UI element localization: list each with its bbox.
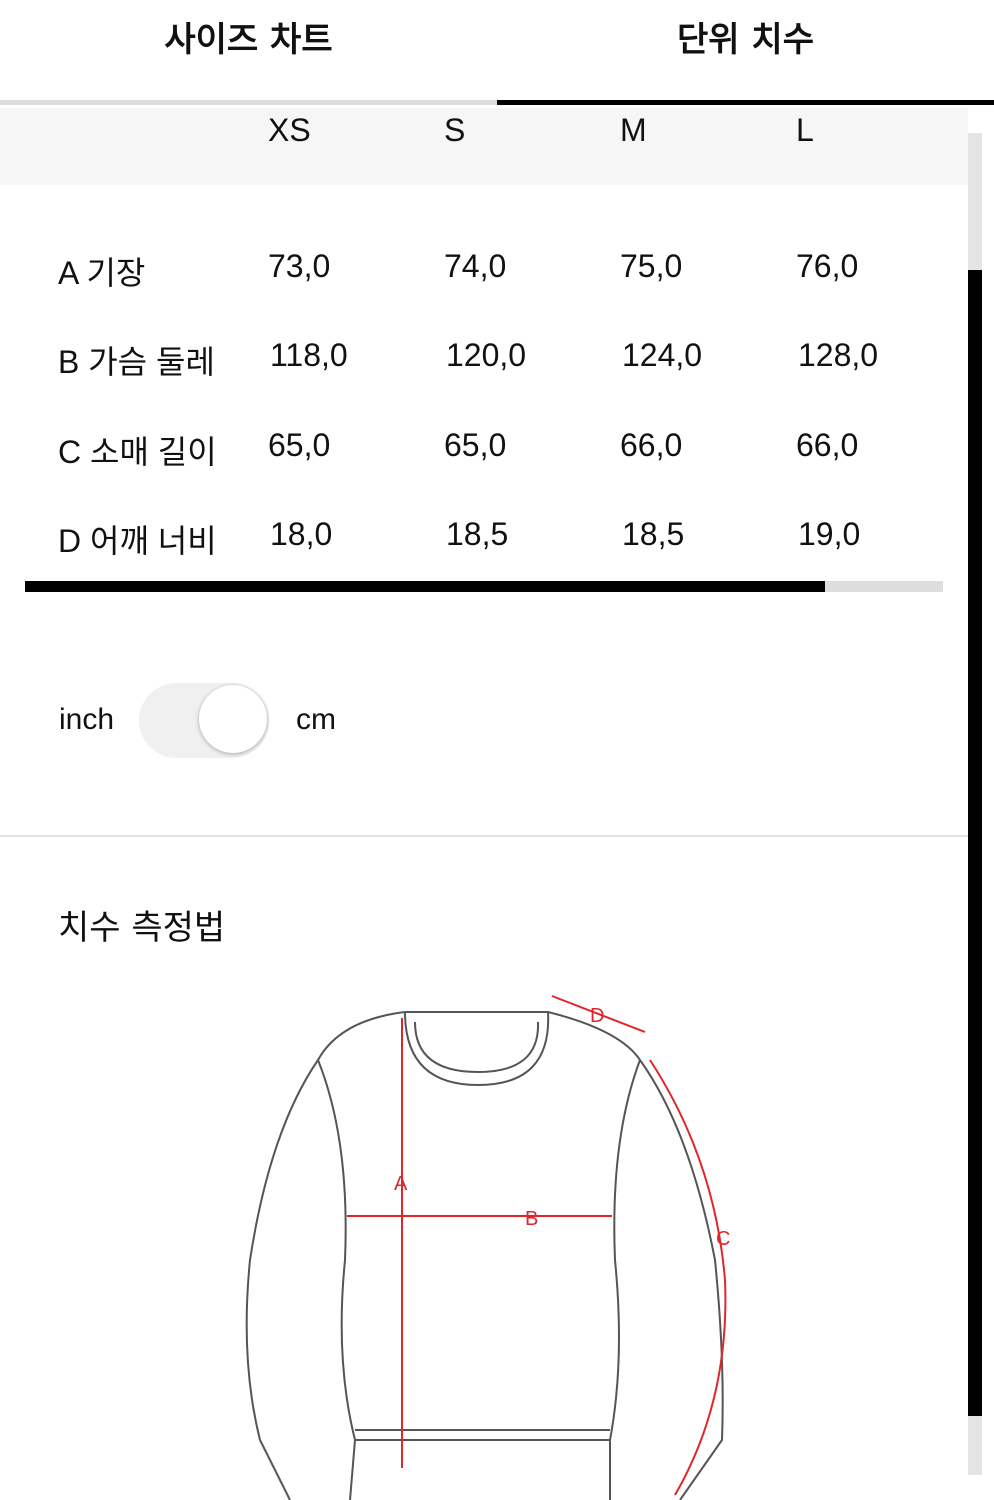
table-cell: 128,0: [798, 337, 879, 373]
measure-guide-title: 치수 측정법: [58, 908, 226, 948]
header-l: L: [796, 112, 814, 148]
toggle-knob[interactable]: [199, 685, 267, 753]
table-cell: 120,0: [446, 337, 527, 373]
label-b: B: [525, 1208, 538, 1230]
label-a: A: [394, 1173, 408, 1195]
sweater-outline: [245, 1011, 724, 1500]
table-cell: 124,0: [622, 337, 703, 373]
header-xs: XS: [268, 112, 311, 148]
row-label: A 기장: [58, 255, 146, 291]
table-cell: 74,0: [444, 248, 507, 284]
measure-line-d: [551, 995, 646, 1033]
table-cell: 118,0: [270, 337, 348, 373]
header-m: M: [620, 112, 647, 148]
label-c: C: [716, 1228, 730, 1250]
table-cell: 18,5: [622, 516, 685, 552]
unit-cm-label: cm: [296, 703, 336, 736]
table-header: [0, 108, 968, 185]
tab-size-chart[interactable]: 사이즈 차트: [0, 0, 497, 105]
table-cell: 75,0: [620, 248, 683, 284]
table-cell: 18,0: [270, 516, 333, 552]
table-cell: 76,0: [796, 248, 859, 284]
table-cell: 18,5: [446, 516, 509, 552]
table-cell: 65,0: [444, 427, 507, 463]
sweater-measurement-diagram: A B C D: [245, 995, 730, 1500]
horizontal-scrollbar-thumb[interactable]: [25, 581, 825, 592]
vertical-scrollbar-thumb[interactable]: [968, 270, 982, 1416]
measure-line-c: [649, 1059, 727, 1496]
table-cell: 73,0: [268, 248, 331, 284]
unit-inch-label: inch: [59, 703, 115, 736]
sweater-collar: [404, 1011, 550, 1087]
table-cell: 65,0: [268, 427, 331, 463]
table-cell: 19,0: [798, 516, 861, 552]
tab-unit-measurements[interactable]: 단위 치수: [497, 0, 994, 105]
row-label: C 소매 길이: [58, 434, 217, 470]
header-s: S: [444, 112, 466, 148]
row-label: D 어깨 너비: [58, 523, 217, 559]
divider: [0, 835, 968, 837]
row-label: B 가슴 둘레: [58, 344, 215, 380]
table-cell: 66,0: [796, 427, 859, 463]
table-cell: 66,0: [620, 427, 683, 463]
label-d: D: [590, 1005, 604, 1027]
unit-toggle[interactable]: [139, 683, 269, 758]
